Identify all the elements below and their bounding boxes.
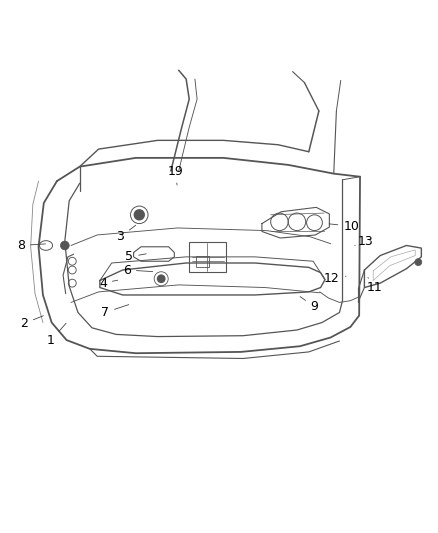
Text: 7: 7: [101, 304, 129, 319]
Bar: [196, 256, 209, 268]
Circle shape: [134, 209, 145, 221]
Text: 1: 1: [46, 324, 66, 348]
Text: 2: 2: [20, 316, 43, 330]
Text: 12: 12: [324, 272, 346, 285]
Text: 6: 6: [123, 263, 153, 277]
Text: 5: 5: [125, 251, 146, 263]
Text: 9: 9: [300, 296, 318, 313]
Text: 8: 8: [17, 239, 46, 252]
Text: 11: 11: [367, 278, 382, 294]
Text: 4: 4: [99, 277, 118, 289]
Circle shape: [415, 259, 422, 265]
Text: 3: 3: [117, 225, 136, 243]
Text: 13: 13: [355, 235, 374, 248]
Text: 10: 10: [329, 220, 359, 233]
Circle shape: [60, 241, 69, 250]
Text: 19: 19: [167, 165, 183, 185]
Circle shape: [157, 274, 166, 283]
